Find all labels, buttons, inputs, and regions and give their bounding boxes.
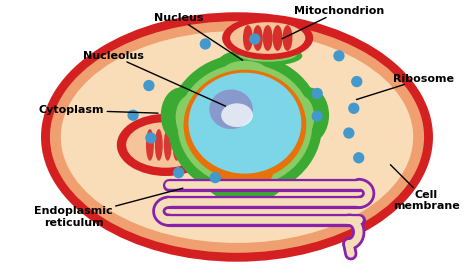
Circle shape: [210, 173, 220, 183]
Ellipse shape: [207, 167, 283, 202]
Ellipse shape: [273, 25, 283, 51]
Ellipse shape: [41, 12, 433, 262]
Ellipse shape: [215, 165, 274, 188]
Ellipse shape: [50, 21, 424, 253]
Ellipse shape: [263, 25, 273, 51]
Ellipse shape: [217, 50, 273, 78]
Ellipse shape: [146, 129, 154, 161]
Ellipse shape: [168, 54, 322, 196]
Ellipse shape: [183, 70, 306, 180]
Ellipse shape: [222, 16, 313, 60]
Circle shape: [173, 168, 183, 177]
Text: Cytoplasm: Cytoplasm: [39, 105, 158, 115]
Ellipse shape: [61, 31, 413, 243]
Ellipse shape: [176, 96, 203, 139]
Text: Cell
membrane: Cell membrane: [391, 165, 459, 211]
Ellipse shape: [238, 46, 297, 62]
Ellipse shape: [253, 25, 263, 51]
Ellipse shape: [221, 103, 253, 127]
Ellipse shape: [217, 163, 273, 186]
Ellipse shape: [286, 96, 314, 139]
Circle shape: [144, 81, 154, 90]
Ellipse shape: [173, 129, 181, 161]
Circle shape: [201, 39, 210, 49]
Circle shape: [334, 51, 344, 61]
Ellipse shape: [243, 25, 253, 51]
Ellipse shape: [161, 88, 201, 143]
Ellipse shape: [155, 129, 163, 161]
Ellipse shape: [182, 129, 190, 161]
Text: Ribosome: Ribosome: [356, 74, 454, 100]
Circle shape: [352, 77, 362, 87]
Circle shape: [354, 153, 364, 163]
Ellipse shape: [189, 73, 301, 174]
Circle shape: [344, 128, 354, 138]
Text: Nucleolus: Nucleolus: [83, 51, 226, 106]
Ellipse shape: [283, 25, 292, 51]
Text: Nucleus: Nucleus: [154, 13, 243, 60]
Ellipse shape: [230, 22, 305, 54]
Ellipse shape: [233, 46, 302, 66]
Ellipse shape: [164, 129, 172, 161]
Text: Mitochondrion: Mitochondrion: [282, 6, 384, 39]
Circle shape: [312, 88, 322, 98]
Ellipse shape: [118, 115, 213, 175]
Ellipse shape: [126, 122, 205, 168]
Circle shape: [146, 133, 156, 143]
Text: Endoplasmic
reticulum: Endoplasmic reticulum: [35, 188, 183, 228]
Ellipse shape: [223, 61, 267, 81]
Ellipse shape: [210, 90, 253, 129]
Ellipse shape: [178, 64, 312, 186]
Ellipse shape: [290, 88, 329, 143]
Circle shape: [250, 34, 260, 44]
Circle shape: [128, 110, 138, 120]
Circle shape: [349, 103, 359, 113]
Circle shape: [312, 111, 322, 121]
